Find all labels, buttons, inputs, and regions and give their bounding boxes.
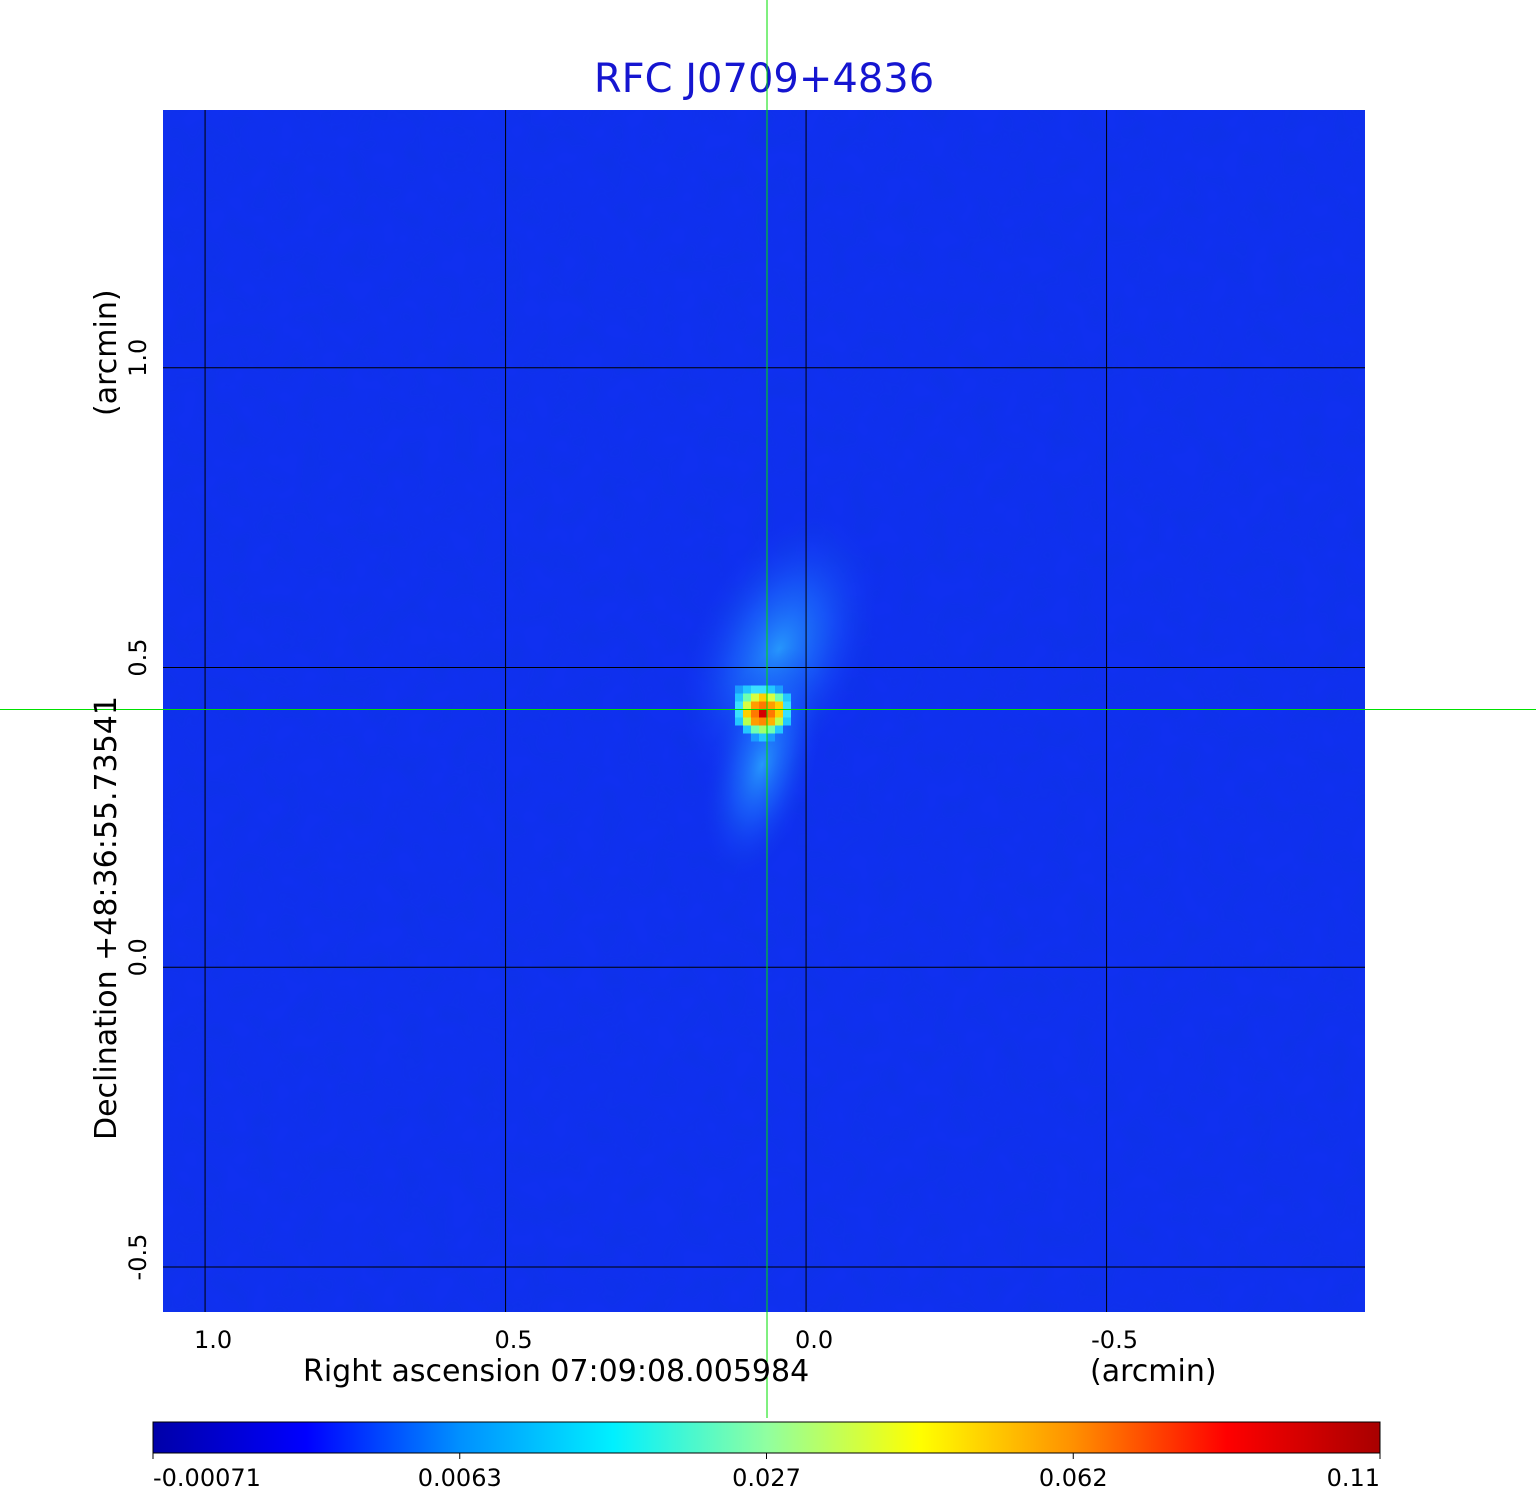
source-pixel <box>775 685 784 694</box>
source-pixel <box>743 725 752 734</box>
colorbar-tick-labels: -0.00071 0.0063 0.027 0.062 0.11 <box>152 1453 1381 1492</box>
y-tick-label: 1.0 <box>124 339 152 377</box>
source-pixel <box>751 733 760 742</box>
source-pixel <box>743 693 752 702</box>
source-pixel <box>759 693 768 702</box>
colorbar <box>152 1421 1381 1454</box>
source-pixel <box>751 717 760 726</box>
x-tick-label: 0.0 <box>795 1326 833 1354</box>
colorbar-tick-label: 0.0063 <box>418 1464 502 1492</box>
grid-lines <box>163 110 1365 1312</box>
source-pixel <box>783 701 792 710</box>
source-pixel <box>735 701 744 710</box>
x-tick-label: 0.5 <box>494 1326 532 1354</box>
source-pixel <box>775 701 784 710</box>
source-pixel <box>783 693 792 702</box>
source-halo-lower <box>700 647 824 882</box>
source-pixel <box>735 709 744 718</box>
x-tick-label: -0.5 <box>1091 1326 1138 1354</box>
x-axis-label: Right ascension 07:09:08.005984 <box>303 1354 809 1389</box>
chart-title: RFC J0709+4836 <box>594 56 934 102</box>
y-tick-label: 0.0 <box>124 938 152 976</box>
source-pixel <box>759 685 768 694</box>
source-pixel <box>775 717 784 726</box>
source-pixel <box>767 701 776 710</box>
source-pixel <box>759 717 768 726</box>
source-pixel <box>767 693 776 702</box>
y-axis-unit: (arcmin) <box>89 289 124 416</box>
source-pixel <box>743 709 752 718</box>
source-pixel <box>775 693 784 702</box>
source-pixel <box>767 709 776 718</box>
source-pixel <box>735 685 744 694</box>
source-pixel <box>783 709 792 718</box>
source-pixel <box>767 685 776 694</box>
y-tick-label: -0.5 <box>124 1234 152 1281</box>
source-pixel <box>743 701 752 710</box>
source-layer <box>675 508 883 882</box>
source-pixel <box>767 725 776 734</box>
x-axis-unit: (arcmin) <box>1090 1354 1217 1389</box>
y-tick-labels: 1.0 0.5 0.0 -0.5 <box>124 339 152 1281</box>
source-pixel <box>759 709 768 718</box>
x-tick-label: 1.0 <box>194 1326 232 1354</box>
colorbar-tick-label: 0.062 <box>1039 1464 1108 1492</box>
source-pixel <box>775 709 784 718</box>
source-pixel <box>743 685 752 694</box>
source-pixel <box>735 717 744 726</box>
x-tick-labels: 1.0 0.5 0.0 -0.5 <box>194 1326 1138 1354</box>
source-pixel <box>759 733 768 742</box>
colorbar-tick-label: 0.11 <box>1327 1464 1380 1492</box>
source-pixel <box>743 717 752 726</box>
source-pixel <box>767 717 776 726</box>
source-pixel <box>751 701 760 710</box>
source-pixel <box>751 685 760 694</box>
source-pixel <box>767 733 776 742</box>
source-pixel <box>775 725 784 734</box>
plot-area <box>163 110 1365 1312</box>
source-pixel <box>751 709 760 718</box>
colorbar-tick-label: -0.00071 <box>153 1464 261 1492</box>
source-pixel <box>759 725 768 734</box>
y-axis-label: Declination +48:36:55.73541 <box>89 696 124 1140</box>
source-pixel <box>751 725 760 734</box>
source-pixel <box>783 717 792 726</box>
source-pixel <box>751 693 760 702</box>
source-pixel <box>735 693 744 702</box>
crosshair <box>0 0 1536 1418</box>
source-pixel <box>759 701 768 710</box>
colorbar-tick-label: 0.027 <box>732 1464 801 1492</box>
y-tick-label: 0.5 <box>124 638 152 676</box>
